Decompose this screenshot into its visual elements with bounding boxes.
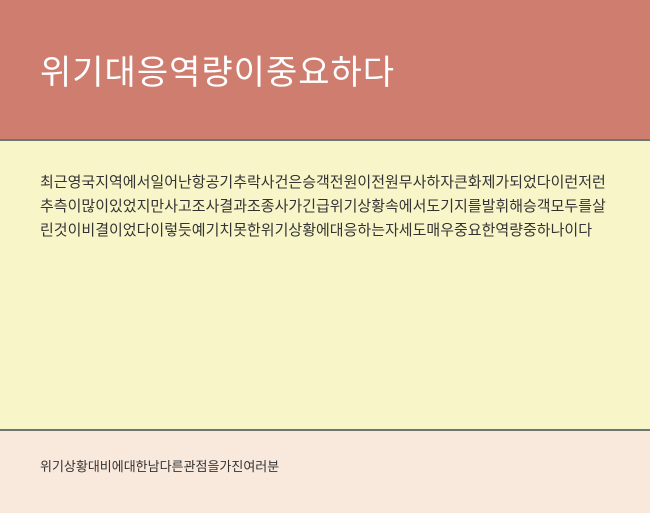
body-paragraph: 최근영국지역에서일어난항공기추락사건은승객전원이전원무사하자큰화제가되었다이런저… (40, 171, 610, 243)
footer-section: 위기상황대비에대한남다른관점을가진여러분 (0, 431, 650, 513)
footer-text: 위기상황대비에대한남다른관점을가진여러분 (40, 456, 610, 475)
body-section: 최근영국지역에서일어난항공기추락사건은승객전원이전원무사하자큰화제가되었다이런저… (0, 141, 650, 431)
header-title: 위기대응역량이중요하다 (40, 45, 610, 94)
header-section: 위기대응역량이중요하다 (0, 0, 650, 141)
